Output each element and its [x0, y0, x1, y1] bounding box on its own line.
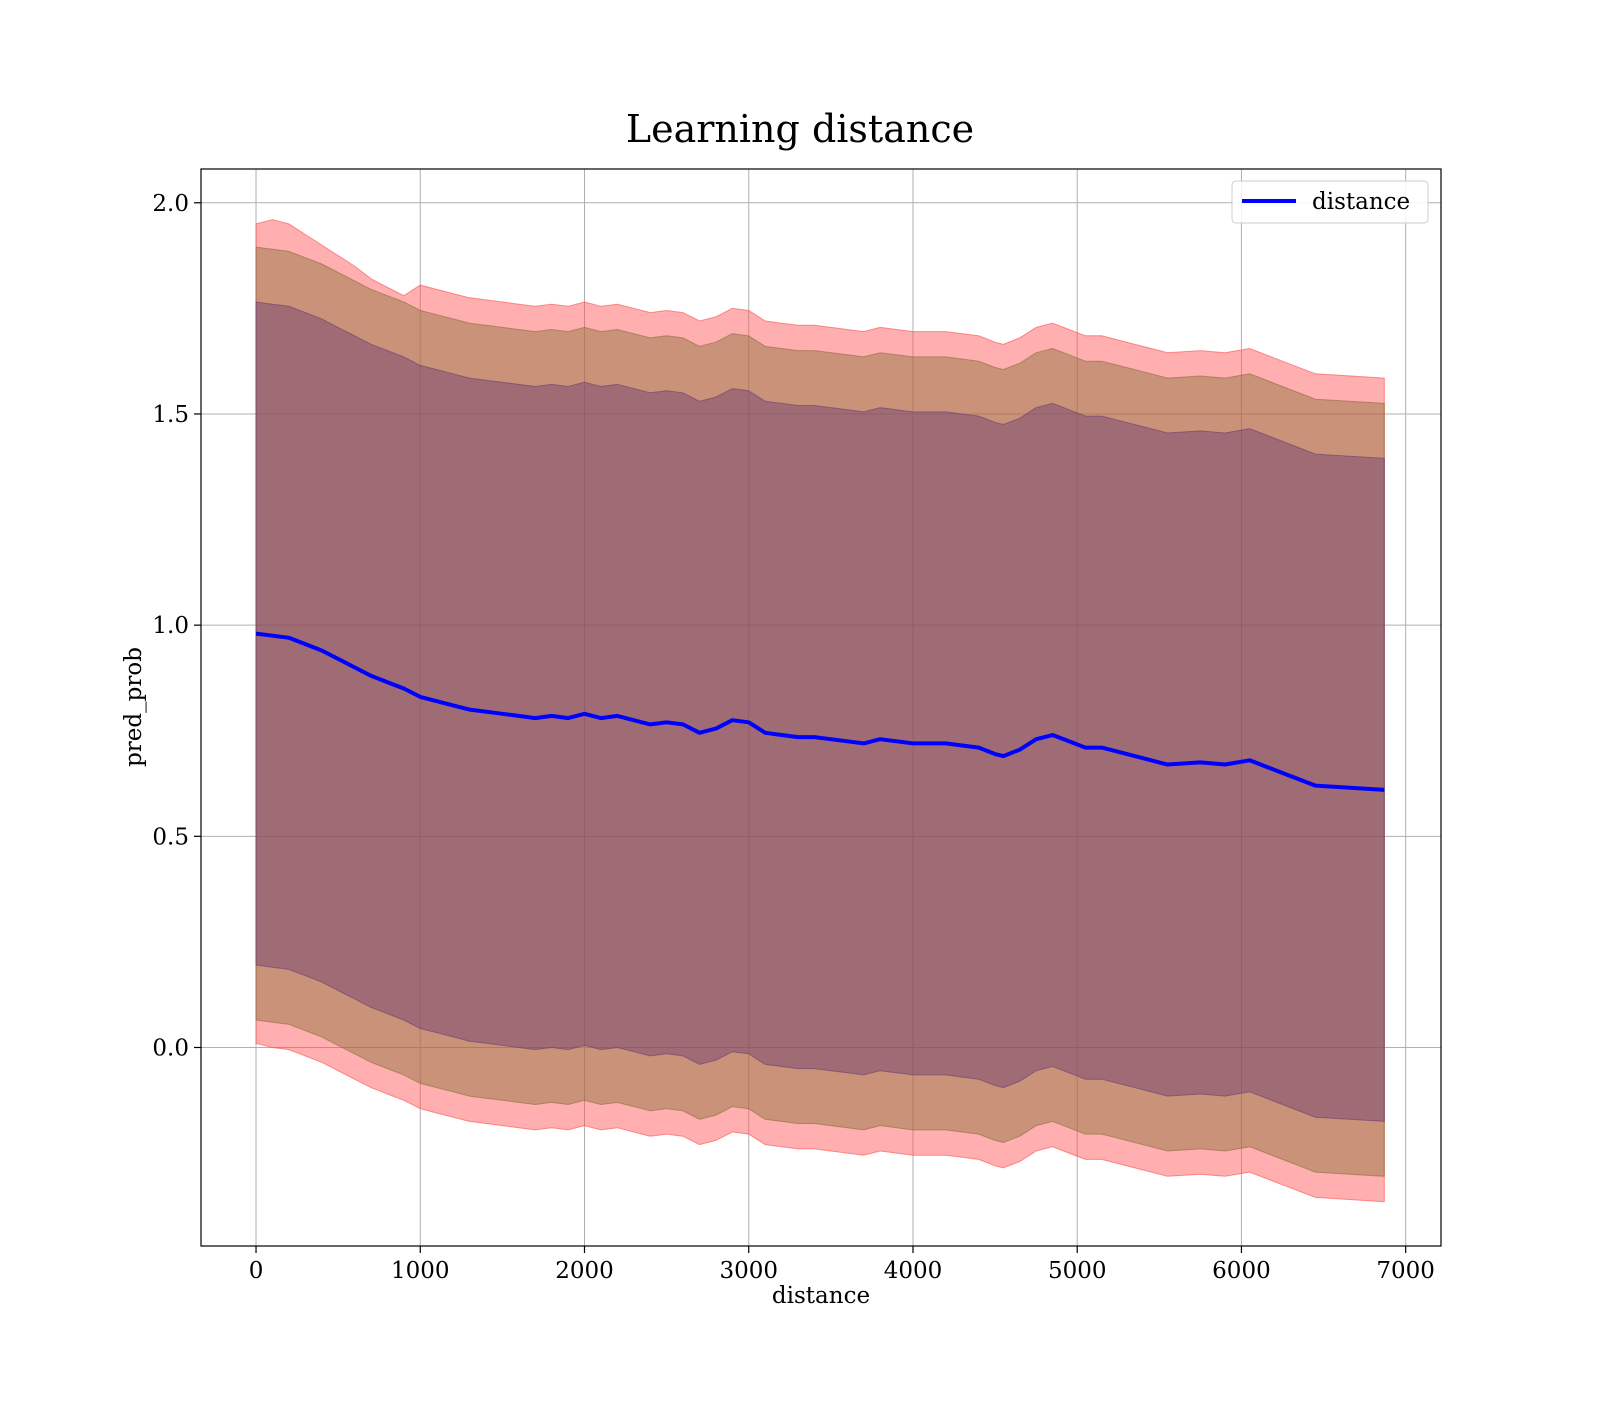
- y-axis-ticks: 0.0 0.5 1.0 1.5 2.0: [152, 191, 201, 1061]
- x-tick-label-0: 0: [249, 1258, 264, 1284]
- y-tick-label-2: 1.0: [152, 613, 189, 639]
- plot-frame: [200, 168, 1442, 1247]
- y-tick-label-1: 0.5: [152, 824, 189, 850]
- legend-label-distance: distance: [1312, 189, 1410, 215]
- chart-title: Learning distance: [626, 107, 974, 151]
- x-tick-label-4: 4000: [884, 1258, 943, 1284]
- y-tick-label-4: 2.0: [152, 191, 189, 217]
- y-tick-label-3: 1.5: [152, 402, 189, 428]
- legend-box: [1231, 180, 1429, 224]
- x-axis-label: distance: [772, 1283, 870, 1309]
- y-axis-label: pred_prob: [121, 647, 147, 767]
- x-tick-label-2: 2000: [555, 1258, 614, 1284]
- x-tick-label-7: 7000: [1376, 1258, 1435, 1284]
- x-axis-ticks: 0 1000 2000 3000 4000 5000 6000 7000: [249, 1246, 1435, 1284]
- series-lines: [255, 631, 1385, 792]
- confidence-bands: [255, 219, 1385, 1203]
- x-tick-label-3: 3000: [719, 1258, 778, 1284]
- series-line-distance: [255, 631, 1385, 792]
- y-tick-label-0: 0.0: [152, 1035, 189, 1061]
- legend: distance: [1231, 180, 1429, 224]
- confidence-band-1: [255, 246, 1385, 1177]
- x-tick-label-5: 5000: [1048, 1258, 1107, 1284]
- confidence-band-0: [255, 219, 1385, 1203]
- confidence-band-2: [255, 301, 1385, 1122]
- x-tick-label-1: 1000: [391, 1258, 450, 1284]
- grid-lines: [201, 169, 1441, 1246]
- x-tick-label-6: 6000: [1212, 1258, 1271, 1284]
